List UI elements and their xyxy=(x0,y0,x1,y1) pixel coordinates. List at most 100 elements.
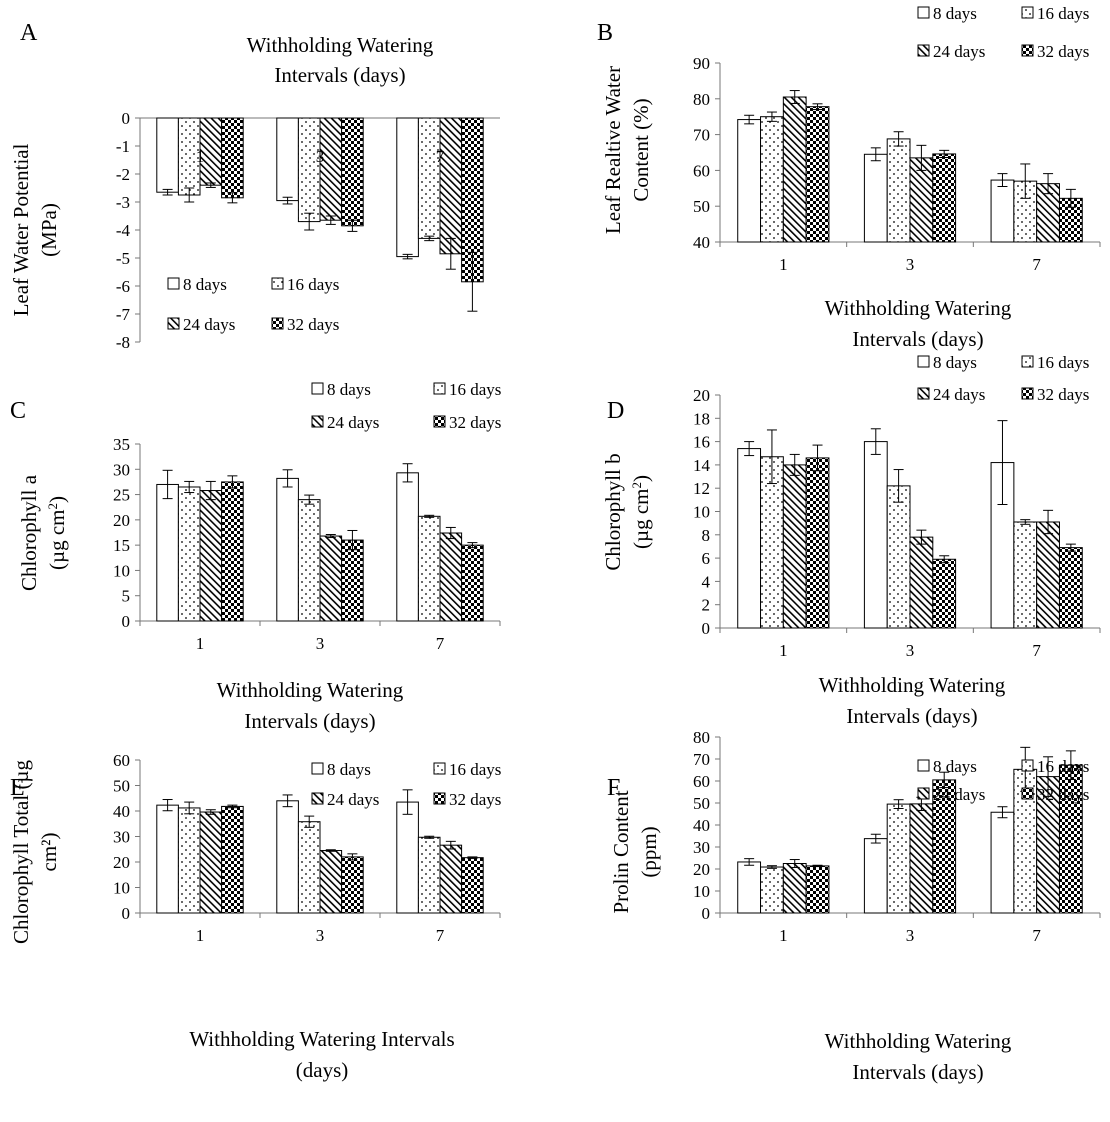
bar xyxy=(199,811,223,914)
legend-swatch xyxy=(433,762,446,775)
x-tick-label: 3 xyxy=(906,255,915,274)
y-tick-label: 40 xyxy=(693,816,710,835)
legend-label: 8 days xyxy=(933,757,977,776)
legend-swatch xyxy=(917,387,930,400)
bar xyxy=(276,800,299,914)
legend-label: 32 days xyxy=(1037,785,1089,804)
legend-swatch xyxy=(271,317,284,330)
bar xyxy=(396,117,419,258)
bar xyxy=(990,179,1015,243)
panel-c: C 0 5 10 15 20 25 30 35 1 3 7 8 days 16 days 24 days 32… xyxy=(10,380,501,733)
y-axis-title: Leaf Water Potential (MPa) xyxy=(9,143,61,316)
bar xyxy=(396,472,419,622)
legend-swatch xyxy=(917,787,930,800)
y-tick-label: 6 xyxy=(702,549,711,568)
y-tick-label: -8 xyxy=(116,333,130,352)
bar xyxy=(341,117,364,227)
bar xyxy=(177,486,201,622)
bar xyxy=(297,117,321,223)
y-axis-title-line: (µg cm2) xyxy=(629,475,654,549)
panel-b: B 40 50 60 70 80 90 1 3 7 8 days 16 days 24 days 32 d… xyxy=(597,4,1101,351)
legend: 8 days 16 days 24 days 32 days xyxy=(917,757,1089,804)
legend: 8 days 16 days 24 days 32 days xyxy=(311,760,501,809)
x-axis-title-line: Withholding Watering xyxy=(217,678,404,702)
bar xyxy=(782,96,807,243)
y-tick-label: 30 xyxy=(693,838,710,857)
bar xyxy=(221,805,244,914)
bar xyxy=(886,138,911,243)
legend-label: 8 days xyxy=(327,380,371,399)
x-tick-label: 3 xyxy=(316,634,325,653)
legend-label: 24 days xyxy=(933,385,985,404)
y-tick-label: -2 xyxy=(116,165,130,184)
legend-swatch xyxy=(1021,759,1034,772)
y-axis-title: Chlorophyll Total (µg cm²) xyxy=(9,759,61,944)
y-tick-label: 10 xyxy=(113,879,130,898)
y-axis-title-line: Content (%) xyxy=(629,98,653,201)
bar xyxy=(199,490,223,622)
bar xyxy=(461,857,484,914)
x-axis-title-line: Withholding Watering xyxy=(825,296,1012,320)
y-axis-title-line: Chlorophyll Total (µg xyxy=(9,759,33,944)
bar xyxy=(417,836,441,914)
panel-letter: C xyxy=(10,398,26,424)
y-tick-label: 80 xyxy=(693,728,710,747)
y-tick-label: 0 xyxy=(122,612,131,631)
legend: 8 days 16 days 24 days 32 days xyxy=(917,353,1089,404)
legend-label: 16 days xyxy=(1037,757,1089,776)
bar xyxy=(276,117,299,202)
legend-swatch xyxy=(1021,387,1034,400)
bar xyxy=(782,464,807,629)
y-axis-title-line: cm²) xyxy=(37,833,61,872)
bar xyxy=(886,803,911,914)
legend-swatch xyxy=(1021,6,1034,19)
y-tick-label: 5 xyxy=(122,587,131,606)
bar xyxy=(417,515,441,622)
legend-swatch xyxy=(311,762,324,775)
y-tick-label: 12 xyxy=(693,479,710,498)
bar xyxy=(439,844,463,914)
y-axis-title-line: (MPa) xyxy=(37,203,61,257)
y-axis-title-line: Leaf Realtive Water xyxy=(601,66,625,234)
legend-label: 16 days xyxy=(287,275,339,294)
legend-label: 16 days xyxy=(449,760,501,779)
x-axis-title-line: (days) xyxy=(296,1058,348,1082)
legend-label: 24 days xyxy=(933,42,985,61)
legend-swatch xyxy=(167,317,180,330)
y-tick-label: 2 xyxy=(702,596,711,615)
y-tick-label: 0 xyxy=(122,109,131,128)
y-tick-label: 25 xyxy=(113,486,130,505)
y-axis-title-line: Leaf Water Potential xyxy=(9,143,33,316)
y-tick-label: 90 xyxy=(693,54,710,73)
x-tick-label: 1 xyxy=(196,634,205,653)
legend-swatch xyxy=(311,382,324,395)
x-axis-title-line: Intervals (days) xyxy=(244,709,375,733)
legend-label: 32 days xyxy=(287,315,339,334)
y-tick-label: -1 xyxy=(116,137,130,156)
bar xyxy=(782,863,807,914)
y-axis-title-line: Chlorophyll a xyxy=(17,474,41,591)
y-tick-label: 35 xyxy=(113,435,130,454)
panel-e: E 0 10 20 30 40 50 60 1 3 7 8 days 16 days 24 days 32 … xyxy=(9,751,501,1082)
panel-letter: A xyxy=(20,20,38,46)
x-tick-label: 7 xyxy=(436,634,445,653)
legend-swatch xyxy=(917,6,930,19)
bar xyxy=(417,117,441,239)
panel-letter: D xyxy=(607,398,624,424)
y-tick-label: 0 xyxy=(702,619,711,638)
bar xyxy=(805,457,830,629)
x-axis-title-line: Withholding Watering xyxy=(819,673,1006,697)
y-tick-label: 20 xyxy=(113,511,130,530)
legend-swatch xyxy=(433,415,446,428)
y-tick-label: 60 xyxy=(693,772,710,791)
legend-swatch xyxy=(311,792,324,805)
bar xyxy=(1058,547,1083,629)
y-tick-label: 60 xyxy=(113,751,130,770)
legend-swatch xyxy=(917,355,930,368)
bar xyxy=(909,803,934,914)
bar xyxy=(737,861,762,914)
y-axis-title-line: (µg cm2) xyxy=(45,496,70,570)
y-tick-label: 70 xyxy=(693,750,710,769)
legend-label: 8 days xyxy=(933,353,977,372)
bar xyxy=(805,106,830,243)
